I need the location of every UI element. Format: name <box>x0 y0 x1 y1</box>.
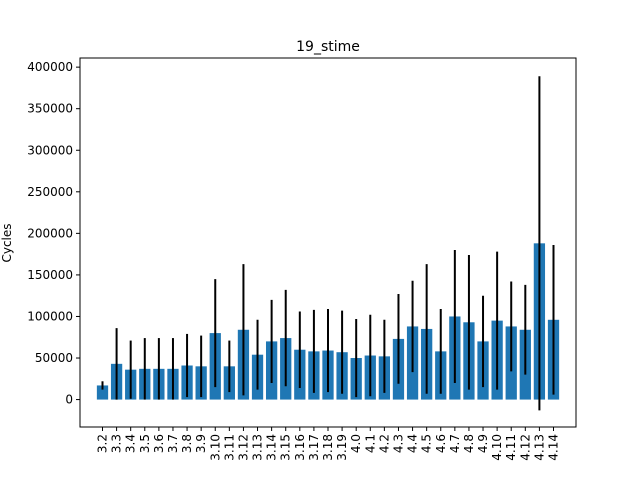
x-tick-label-3.11: 3.11 <box>222 434 236 461</box>
error-bars-group <box>101 76 555 411</box>
x-tick-label-3.18: 3.18 <box>321 434 335 461</box>
x-tick-label-4.5: 4.5 <box>420 434 434 453</box>
x-tick-label-3.16: 3.16 <box>293 434 307 461</box>
y-axis-label: Cycles <box>0 223 14 262</box>
x-axis: 3.2 3.3 3.4 3.5 3.6 3.7 3.8 3.9 3.10 3.11 3.12 3.13… <box>96 427 561 461</box>
x-tick-label-4.12: 4.12 <box>518 434 532 461</box>
chart-title: 19_stime <box>296 39 360 55</box>
x-tick-label-4.9: 4.9 <box>476 434 490 453</box>
y-tick-label-300000: 300000 <box>27 143 73 157</box>
x-tick-label-3.9: 3.9 <box>194 434 208 453</box>
x-tick-label-3.4: 3.4 <box>124 434 138 453</box>
x-tick-label-3.13: 3.13 <box>251 434 265 461</box>
x-tick-label-3.6: 3.6 <box>152 434 166 453</box>
x-tick-label-3.15: 3.15 <box>279 434 293 461</box>
x-tick-label-4.1: 4.1 <box>363 434 377 453</box>
bar-3.2 <box>96 385 109 400</box>
x-tick-label-3.5: 3.5 <box>138 434 152 453</box>
x-tick-label-4.6: 4.6 <box>434 434 448 453</box>
x-tick-label-4.0: 4.0 <box>349 434 363 453</box>
x-tick-label-3.7: 3.7 <box>166 434 180 453</box>
y-axis: 0 50000 100000 150000 200000 250000 300000 3500… <box>27 60 80 407</box>
x-tick-label-4.8: 4.8 <box>462 434 476 453</box>
x-tick-label-3.14: 3.14 <box>265 434 279 461</box>
plot-frame <box>79 57 577 428</box>
y-tick-label-0: 0 <box>65 393 73 407</box>
x-tick-label-4.3: 4.3 <box>391 434 405 453</box>
x-tick-label-3.19: 3.19 <box>335 434 349 461</box>
x-tick-label-4.7: 4.7 <box>448 434 462 453</box>
x-tick-label-3.2: 3.2 <box>96 434 110 453</box>
y-tick-label-100000: 100000 <box>27 309 73 323</box>
y-tick-label-400000: 400000 <box>27 60 73 74</box>
x-tick-label-3.17: 3.17 <box>307 434 321 461</box>
x-tick-label-3.10: 3.10 <box>208 434 222 461</box>
y-tick-label-350000: 350000 <box>27 102 73 116</box>
x-tick-label-4.10: 4.10 <box>490 434 504 461</box>
y-tick-label-200000: 200000 <box>27 226 73 240</box>
x-tick-label-4.14: 4.14 <box>547 434 561 461</box>
y-tick-label-50000: 50000 <box>35 351 73 365</box>
x-tick-label-4.13: 4.13 <box>532 434 546 461</box>
x-tick-label-3.3: 3.3 <box>110 434 124 453</box>
x-tick-label-4.2: 4.2 <box>377 434 391 453</box>
x-tick-label-4.11: 4.11 <box>504 434 518 461</box>
x-tick-label-3.12: 3.12 <box>236 434 250 461</box>
x-tick-label-4.4: 4.4 <box>406 434 420 453</box>
x-tick-label-3.8: 3.8 <box>180 434 194 453</box>
y-tick-label-250000: 250000 <box>27 185 73 199</box>
y-tick-label-150000: 150000 <box>27 268 73 282</box>
